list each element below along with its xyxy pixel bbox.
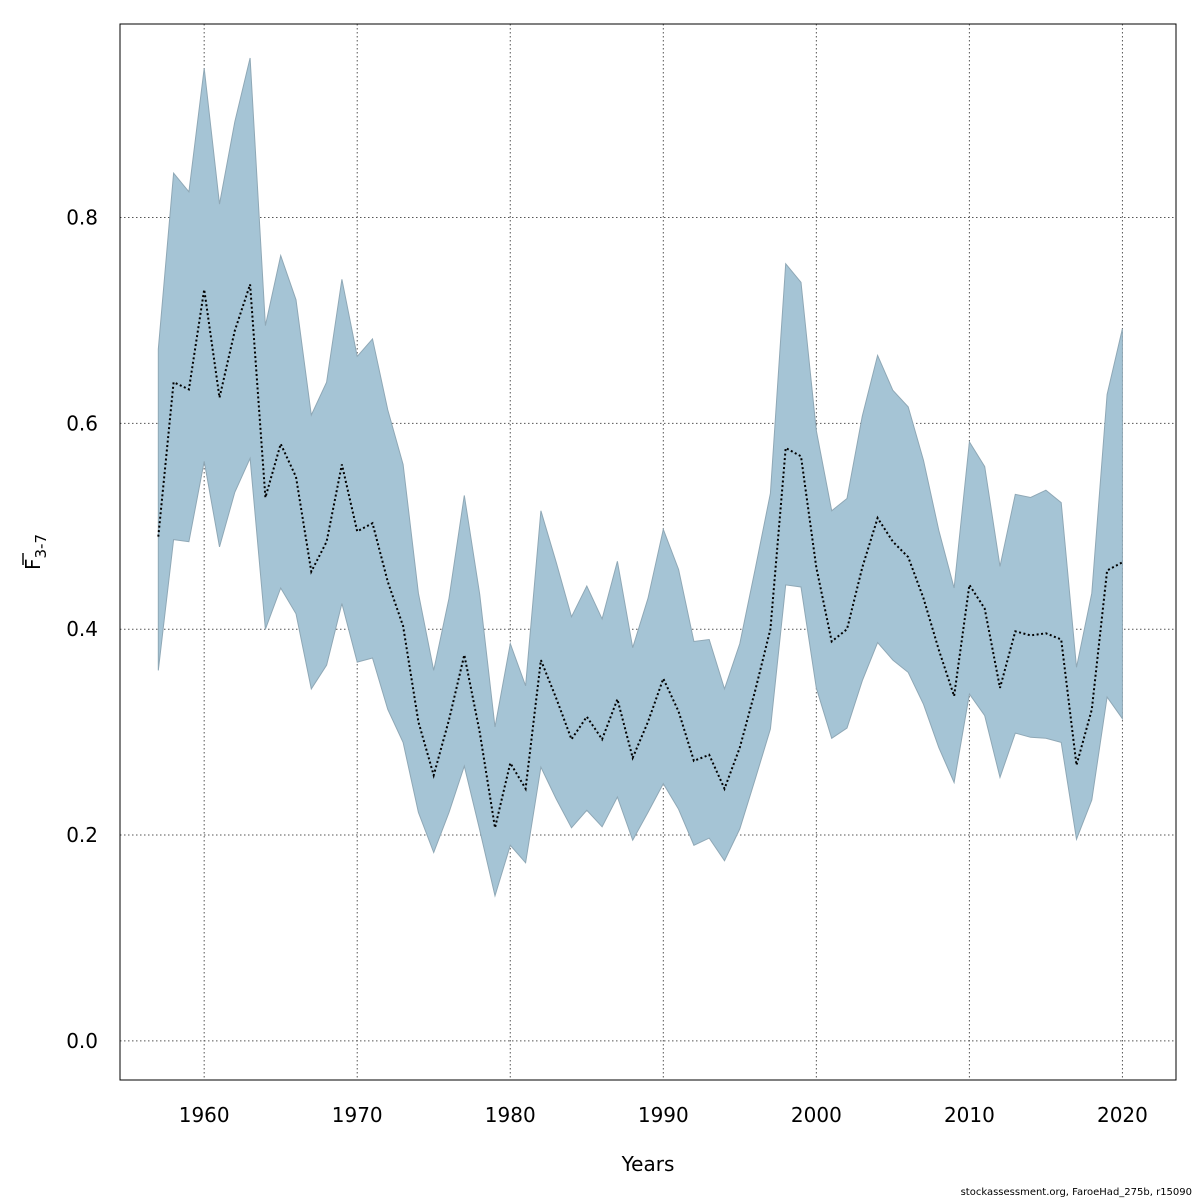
- y-axis-title-main: F: [21, 558, 45, 570]
- y-tick-label: 0.2: [66, 823, 98, 847]
- x-tick-label: 1980: [485, 1103, 536, 1127]
- footer-credit: stockassessment.org, FaroeHad_275b, r150…: [960, 1187, 1192, 1198]
- estimate-line-group: [157, 284, 1123, 829]
- y-tick-label: 0.6: [66, 411, 98, 435]
- axes: [119, 23, 1177, 1081]
- tick-labels: 1960 1970 1980 1990 2000 2010 2020 0.0 0.2 0.4 0.6…: [66, 205, 1148, 1127]
- y-tick-label: 0.4: [66, 617, 98, 641]
- plot-frame: [119, 23, 1177, 1081]
- x-axis-title: Years: [621, 1152, 675, 1176]
- x-tick-label: 1970: [332, 1103, 383, 1127]
- x-tick-label: 2020: [1097, 1103, 1148, 1127]
- y-tick-label: 0.0: [66, 1029, 98, 1053]
- y-tick-label: 0.8: [66, 205, 98, 229]
- y-axis-title: F3-7: [21, 534, 50, 570]
- x-tick-label: 2010: [944, 1103, 995, 1127]
- x-tick-label: 1990: [638, 1103, 689, 1127]
- confidence-band-group: [157, 57, 1123, 898]
- y-axis-title-subscript: 3-7: [32, 534, 50, 559]
- svg-text:F3-7: F3-7: [21, 534, 50, 570]
- estimate-line: [157, 284, 1123, 829]
- x-tick-label: 2000: [791, 1103, 842, 1127]
- x-tick-label: 1960: [179, 1103, 230, 1127]
- confidence-band: [157, 57, 1123, 898]
